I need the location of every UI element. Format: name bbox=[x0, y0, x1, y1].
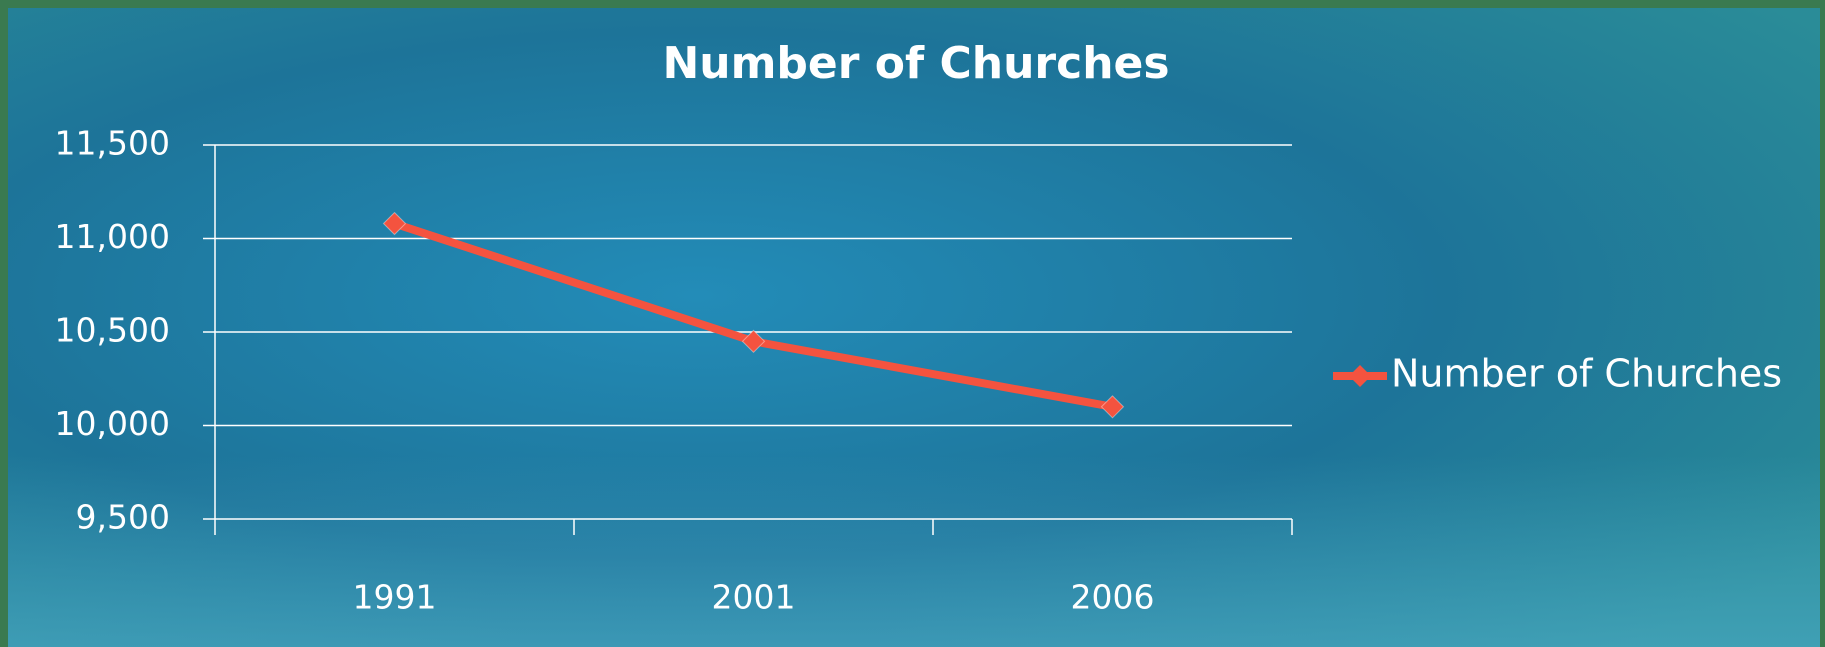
y-tick-label: 11,500 bbox=[55, 124, 170, 163]
x-tick-label: 2006 bbox=[1071, 578, 1155, 617]
legend-marker bbox=[1349, 365, 1371, 387]
data-marker bbox=[382, 211, 407, 236]
x-tick-label: 2001 bbox=[712, 578, 796, 617]
background-glow bbox=[8, 8, 1820, 647]
x-tick-label: 1991 bbox=[353, 578, 437, 617]
data-marker bbox=[1100, 395, 1125, 419]
y-tick-label: 10,500 bbox=[55, 311, 170, 350]
y-tick-label: 9,500 bbox=[76, 498, 170, 537]
chart-title: Number of Churches bbox=[662, 38, 1169, 89]
data-marker bbox=[741, 329, 766, 354]
y-tick-label: 11,000 bbox=[55, 217, 170, 256]
y-tick-label: 10,000 bbox=[55, 404, 170, 443]
legend-label: Number of Churches bbox=[1391, 352, 1782, 396]
